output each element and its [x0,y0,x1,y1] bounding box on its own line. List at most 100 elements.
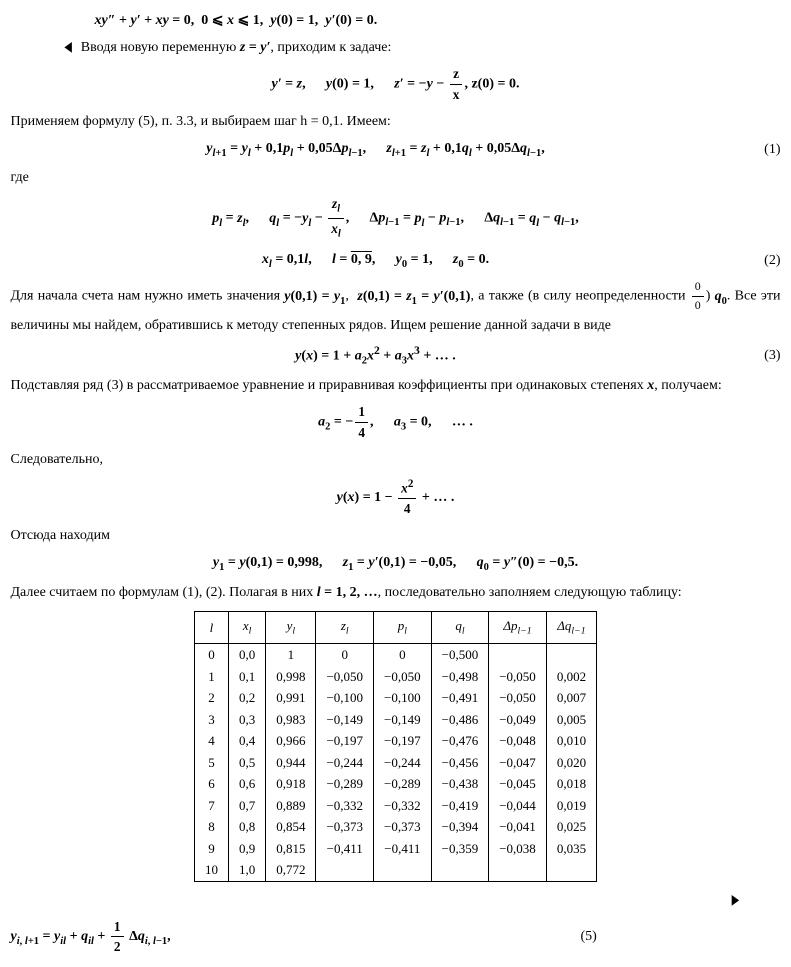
table-cell: −0,498 [431,666,489,688]
eq-yx: y(x) = 1 − x24 + … . [11,476,781,519]
eq-pq: pl = zl, ql = −yl − zlxl, Δpl−1 = pl − p… [11,194,781,242]
table-cell: 0,0 [228,644,265,666]
table-cell: 3 [194,709,228,731]
table-row: 90,90,815−0,411−0,411−0,359−0,0380,035 [194,838,596,860]
table-cell: 6 [194,773,228,795]
table-row: 70,70,889−0,332−0,332−0,419−0,0440,019 [194,795,596,817]
table-cell: 1 [266,644,316,666]
eq-1-num: (1) [741,139,781,160]
table-cell: −0,149 [374,709,432,731]
col-dq: Δql−1 [546,611,596,643]
table-cell: −0,486 [431,709,489,731]
table-cell: −0,289 [316,773,374,795]
table-cell: −0,373 [316,816,374,838]
table-cell: −0,394 [431,816,489,838]
word-therefore: Следовательно, [11,449,781,470]
table-cell: 4 [194,730,228,752]
table-cell [546,859,596,881]
table-cell [546,644,596,666]
table-cell: −0,244 [316,752,374,774]
table-cell: 1,0 [228,859,265,881]
col-dp: Δpl−1 [489,611,547,643]
table-cell: 0 [316,644,374,666]
table-cell: −0,149 [316,709,374,731]
table-cell [489,644,547,666]
table-cell: 0,019 [546,795,596,817]
table-cell: 7 [194,795,228,817]
table-cell: 0,8 [228,816,265,838]
table-cell: −0,100 [316,687,374,709]
table-cell: 1 [194,666,228,688]
word-where: где [11,167,781,188]
table-cell: 0,002 [546,666,596,688]
table-cell [489,859,547,881]
table-cell: −0,048 [489,730,547,752]
table-cell: 0,018 [546,773,596,795]
table-row: 40,40,966−0,197−0,197−0,476−0,0480,010 [194,730,596,752]
table-cell: −0,476 [431,730,489,752]
eq-3-num: (3) [741,345,781,366]
left-triangle-icon: ◀ [44,37,71,58]
table-cell: 0,889 [266,795,316,817]
right-triangle-icon: ▶ [731,890,739,911]
table-cell: 0,007 [546,687,596,709]
table-cell: 0,983 [266,709,316,731]
table-cell: 0,035 [546,838,596,860]
table-cell: −0,411 [374,838,432,860]
eq-2: xl = 0,1l, l = 0, 9, y0 = 1, z0 = 0. (2) [11,249,781,273]
table-cell [316,859,374,881]
table-row: 00,0100−0,500 [194,644,596,666]
table-cell: −0,500 [431,644,489,666]
para-coeff: Подставляя ряд (3) в рассматриваемое ура… [11,375,781,396]
table-cell: −0,419 [431,795,489,817]
para-subst: ◀ Вводя новую переменную z = y′, приходи… [11,37,781,58]
table-row: 80,80,854−0,373−0,373−0,394−0,0410,025 [194,816,596,838]
col-pl: pl [374,611,432,643]
table-cell: 0,2 [228,687,265,709]
table-cell: −0,411 [316,838,374,860]
para-start: Для начала счета нам нужно иметь значени… [11,278,781,336]
eq-1: yl+1 = yl + 0,1pl + 0,05Δpl−1, zl+1 = zl… [11,138,781,162]
word-hence: Отсюда находим [11,525,781,546]
eq-ode: xy″ + y′ + xy = 0, 0 ⩽ x ⩽ 1, y(0) = 1, … [11,10,781,31]
eq-2-num: (2) [741,250,781,271]
table-cell: −0,050 [316,666,374,688]
table-cell: −0,045 [489,773,547,795]
table-cell: 0,944 [266,752,316,774]
table-cell: −0,041 [489,816,547,838]
table-cell: −0,047 [489,752,547,774]
table-header-row: l xl yl zl pl ql Δpl−1 Δql−1 [194,611,596,643]
table-cell: 0,020 [546,752,596,774]
eq-system: y′ = z, y(0) = 1, z′ = −y − zx, z(0) = 0… [11,64,781,105]
table-cell [374,859,432,881]
eq-coeffs: a2 = −14, a3 = 0, … . [11,402,781,443]
table-row: 10,10,998−0,050−0,050−0,498−0,0500,002 [194,666,596,688]
table-cell: 0,772 [266,859,316,881]
table-cell: 0,005 [546,709,596,731]
table-cell: 0,4 [228,730,265,752]
col-l: l [194,611,228,643]
col-ql: ql [431,611,489,643]
col-yl: yl [266,611,316,643]
eq-5: yi, l+1 = yil + qil + 12 Δqi, l−1, (5) [11,917,781,958]
table-row: 30,30,983−0,149−0,149−0,486−0,0490,005 [194,709,596,731]
table-cell: 0,025 [546,816,596,838]
data-table: l xl yl zl pl ql Δpl−1 Δql−1 00,0100−0,5… [194,611,597,882]
table-cell: −0,438 [431,773,489,795]
eq-5-num: (5) [581,926,781,947]
table-cell: −0,050 [489,666,547,688]
table-row: 50,50,944−0,244−0,244−0,456−0,0470,020 [194,752,596,774]
table-cell: −0,332 [316,795,374,817]
table-cell: 0,7 [228,795,265,817]
table-cell: 0,966 [266,730,316,752]
table-cell: −0,049 [489,709,547,731]
table-cell: −0,332 [374,795,432,817]
table-cell: 0 [194,644,228,666]
table-cell: −0,456 [431,752,489,774]
table-cell: 10 [194,859,228,881]
table-cell: −0,491 [431,687,489,709]
table-cell: 0,3 [228,709,265,731]
table-cell: 0,9 [228,838,265,860]
table-cell: 5 [194,752,228,774]
table-row: 101,00,772 [194,859,596,881]
